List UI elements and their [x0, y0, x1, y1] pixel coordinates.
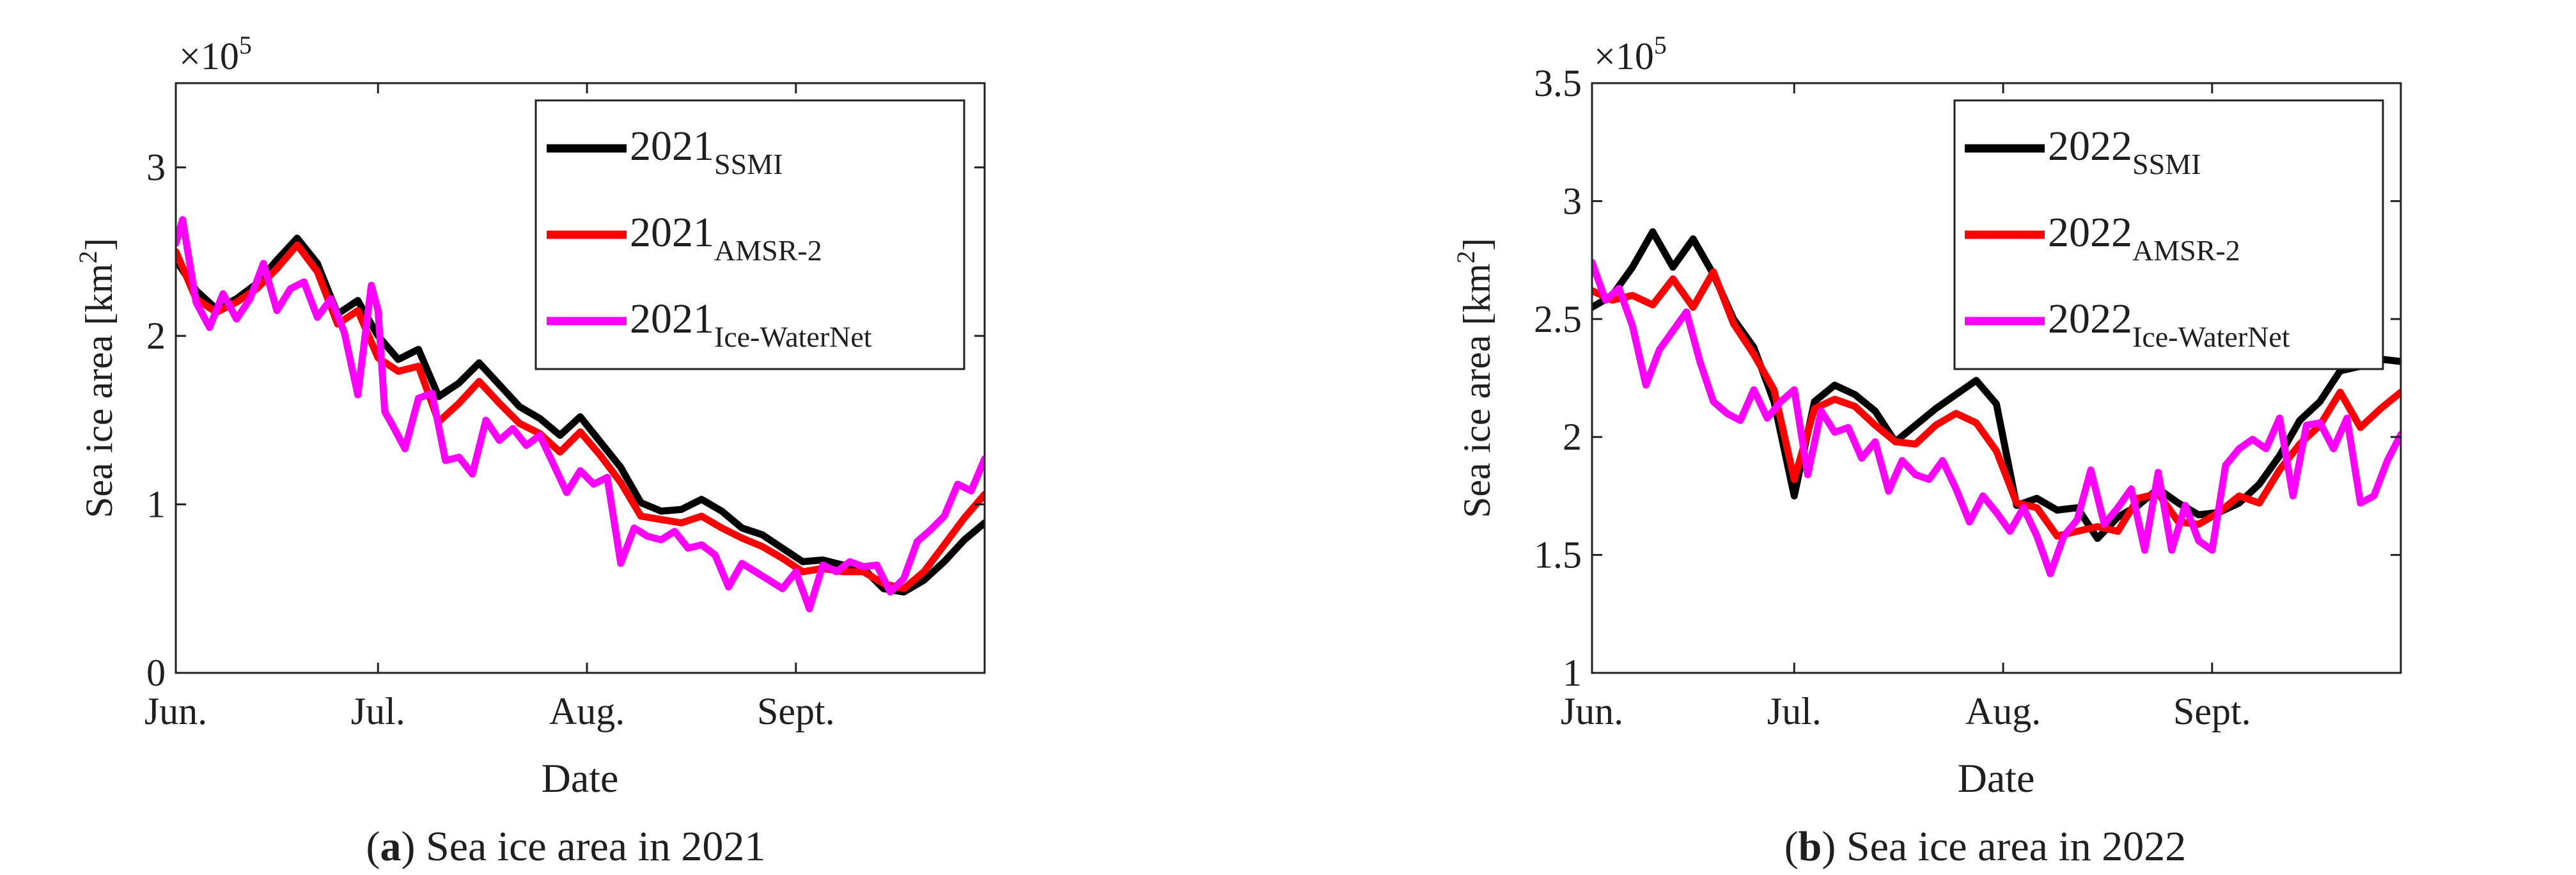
panel-a-caption: (a) Sea ice area in 2021: [366, 823, 766, 870]
panel-b-series-icewaternet: [1592, 258, 2401, 578]
panel-a-series-ssmi: [176, 234, 985, 596]
panel-b-xtick-label: Aug.: [1965, 690, 2041, 732]
panel-b-series-amsr2: [1592, 268, 2401, 540]
panel-a-ytick-label: 1: [146, 484, 166, 526]
panel-b-xtick-label: Sept.: [2173, 690, 2251, 732]
panel-b-ytick-label: 3: [1563, 180, 1582, 222]
panel-a-series-icewaternet: [176, 216, 985, 613]
panel-a-legend-label-amsr2: 2021AMSR-2: [630, 209, 822, 267]
panel-b-xtick-label: Jul.: [1767, 690, 1822, 732]
panel-b-xtick-label: Jun.: [1561, 690, 1623, 732]
panel-a-ticks: 0 1 2 3 Jun. Jul. Aug. Sept.: [144, 83, 985, 732]
panel-b-xlabel: Date: [1958, 755, 2035, 801]
panel-a-xtick-label: Sept.: [757, 690, 835, 732]
panel-a-xlabel: Date: [542, 755, 619, 801]
panel-a: 0 1 2 3 Jun. Jul. Aug. Sept. ×105 Sea ice area …: [74, 31, 986, 870]
panel-b-ytick-label: 2.5: [1534, 298, 1582, 340]
panel-b-ytick-label: 1.5: [1534, 534, 1582, 576]
panel-a-series: [176, 216, 985, 613]
panel-b-caption: (b) Sea ice area in 2022: [1784, 823, 2187, 870]
panel-b-multiplier: ×105: [1594, 31, 1667, 77]
panel-b-legend-label-amsr2: 2022AMSR-2: [2048, 209, 2240, 267]
panel-a-legend-label-icewaternet: 2021Ice-WaterNet: [630, 296, 872, 353]
panel-b-ytick-label: 1: [1563, 652, 1582, 694]
panel-b-series: [1592, 228, 2401, 578]
panel-b-legend-label-ssmi: 2022SSMI: [2048, 123, 2201, 180]
panel-a-ytick-label: 0: [146, 652, 166, 694]
panel-a-legend: 2021SSMI 2021AMSR-2 2021Ice-WaterNet: [535, 99, 965, 370]
panel-a-xtick-label: Jun.: [144, 690, 207, 732]
panel-a-ylabel: Sea ice area [km2]: [74, 238, 120, 518]
panel-b-axes-frame: [1591, 82, 2402, 674]
panel-a-ytick-label: 3: [146, 146, 166, 189]
panel-b-ylabel: Sea ice area [km2]: [1451, 238, 1498, 518]
panel-b-ticks: 1 1.5 2 2.5 3 3.5 Jun. Jul. Aug. Sept.: [1534, 62, 2401, 732]
panel-b-legend-label-icewaternet: 2022Ice-WaterNet: [2048, 296, 2290, 353]
panel-b-legend: 2022SSMI 2022AMSR-2 2022Ice-WaterNet: [1953, 99, 2384, 370]
panel-a-series-amsr2: [176, 241, 985, 592]
panel-b-ytick-label: 3.5: [1534, 62, 1582, 104]
panel-a-xtick-label: Aug.: [549, 690, 625, 732]
panel-a-legend-label-ssmi: 2021SSMI: [630, 123, 783, 180]
panel-b-ytick-label: 2: [1563, 416, 1582, 458]
panel-a-multiplier: ×105: [179, 31, 252, 77]
panel-a-xtick-label: Jul.: [351, 690, 405, 732]
panel-a-ytick-label: 2: [146, 315, 166, 357]
panel-b: 1 1.5 2 2.5 3 3.5 Jun. Jul. Aug. Sept. ×105 Sea i…: [1451, 31, 2402, 870]
panel-a-axes-frame: [175, 82, 986, 674]
